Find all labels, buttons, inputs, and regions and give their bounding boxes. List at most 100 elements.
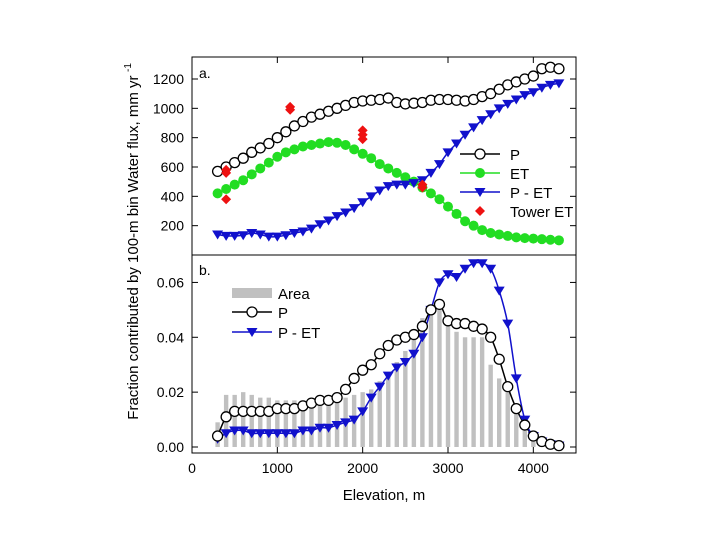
bar-area-3 <box>241 392 246 447</box>
y-tick-label-b-1: 0.02 <box>157 384 184 400</box>
y-tick-label-a-1: 400 <box>161 188 185 204</box>
bar-area-12 <box>317 400 323 447</box>
point-a-p-minus-et-23 <box>408 179 420 189</box>
bar-area-7 <box>275 400 280 447</box>
bar-area-35 <box>514 405 519 447</box>
panel-a-legend: P ET P - ET Tower ET <box>460 147 573 221</box>
bar-area-11 <box>309 400 314 447</box>
point-a-p-minus-et-5 <box>254 230 266 240</box>
bar-area-33 <box>497 378 502 447</box>
legend-p-marker <box>474 148 486 160</box>
point-a-p-minus-et-10 <box>297 227 309 237</box>
point-a-p-minus-et-12 <box>314 220 326 230</box>
bar-area-32 <box>488 364 493 447</box>
point-a-p-minus-et-7 <box>271 232 283 242</box>
panel-b-series <box>211 259 565 452</box>
bar-area-6 <box>266 397 271 447</box>
bar-area-18 <box>369 389 374 447</box>
point-a-p-minus-et-31 <box>476 116 488 126</box>
point-b-p-minus-et-21 <box>391 363 403 373</box>
y-axis-label-a-group: Water flux, mm yr -1 <box>123 63 142 193</box>
point-a-tower-et-2 <box>221 194 232 205</box>
point-b-p-1 <box>220 411 232 423</box>
point-a-et-25 <box>425 188 436 199</box>
point-b-p-minus-et-6 <box>263 429 275 439</box>
bar-area-21 <box>394 361 399 447</box>
point-a-tower-et-1 <box>221 167 232 178</box>
panel-b-x-ticks: 0 1000 2000 3000 4000 <box>188 57 549 476</box>
point-a-et-15 <box>340 140 351 150</box>
point-a-p-6 <box>263 137 275 150</box>
bar-area-27 <box>445 326 451 447</box>
point-a-p-minus-et-25 <box>425 168 437 178</box>
point-a-p-minus-et-38 <box>536 83 548 93</box>
point-b-p-37 <box>527 430 539 442</box>
point-a-p-minus-et-36 <box>519 91 531 101</box>
point-a-et-6 <box>263 157 274 168</box>
point-a-p-minus-et-29 <box>459 130 471 140</box>
y-tick-label-a-5: 1200 <box>153 71 184 87</box>
bar-area-29 <box>462 337 468 447</box>
point-b-p-minus-et-11 <box>305 426 317 436</box>
point-b-p-minus-et-18 <box>365 393 377 403</box>
point-a-p-minus-et-17 <box>357 198 369 208</box>
bar-area-9 <box>292 400 297 447</box>
bar-area-8 <box>283 400 289 447</box>
point-a-et-30 <box>468 220 479 231</box>
bar-area-34 <box>505 392 510 447</box>
point-a-p-minus-et-34 <box>502 99 514 109</box>
point-b-p-33 <box>493 353 505 365</box>
point-b-p-minus-et-13 <box>323 423 335 433</box>
point-a-tower-et-9 <box>417 182 428 193</box>
line-a-et <box>217 141 559 242</box>
bar-area-23 <box>411 337 417 447</box>
point-b-p-minus-et-32 <box>485 264 497 274</box>
x-axis-label: Elevation, m <box>343 487 426 504</box>
point-b-p-minus-et-24 <box>416 333 428 343</box>
point-a-et-17 <box>357 148 368 159</box>
point-b-p-minus-et-20 <box>382 371 394 381</box>
point-b-p-16 <box>348 372 360 385</box>
point-a-et-34 <box>502 230 513 241</box>
point-b-p-minus-et-9 <box>288 429 300 439</box>
legend-b-p-minus-et: P - ET <box>232 325 320 342</box>
point-b-p-24 <box>416 320 429 332</box>
bar-area-10 <box>300 400 306 447</box>
point-b-p-minus-et-3 <box>237 426 249 436</box>
legend-p: P <box>460 147 520 164</box>
point-a-et-14 <box>332 137 343 148</box>
point-a-et-7 <box>272 151 283 162</box>
point-a-et-27 <box>443 201 453 212</box>
point-a-p-minus-et-14 <box>331 212 343 222</box>
point-a-et-0 <box>212 188 223 199</box>
point-b-p-minus-et-26 <box>433 278 445 288</box>
point-b-p-minus-et-28 <box>451 272 463 282</box>
point-b-p-25 <box>425 304 437 316</box>
point-b-p-26 <box>433 298 446 311</box>
point-b-p-18 <box>365 359 377 371</box>
point-b-p-minus-et-2 <box>229 426 241 436</box>
panel-a: a. 200 400 600 800 1000 1200 P ET P - ET Towe… <box>153 56 577 256</box>
point-a-et-40 <box>553 235 564 246</box>
point-a-et-22 <box>400 172 411 183</box>
point-b-p-19 <box>374 348 386 360</box>
point-b-p-23 <box>408 328 420 341</box>
point-a-et-20 <box>383 163 394 174</box>
point-b-p-minus-et-4 <box>246 429 258 439</box>
point-a-et-16 <box>349 144 360 155</box>
legend-et-label: ET <box>510 166 529 183</box>
point-b-p-minus-et-16 <box>348 415 360 425</box>
bar-area-13 <box>326 400 331 447</box>
point-a-et-26 <box>434 194 445 205</box>
x-tick-label-1: 1000 <box>262 460 293 476</box>
legend-b-p: P <box>232 305 288 322</box>
legend-b-p-minus-et-marker <box>246 328 258 337</box>
point-a-et-4 <box>246 169 257 180</box>
y-tick-label-b-0: 0.00 <box>157 439 184 455</box>
point-b-p-35 <box>510 402 522 415</box>
legend-et-marker <box>475 168 485 178</box>
y-tick-label-b-2: 0.04 <box>157 329 184 345</box>
panel-a-label: a. <box>199 65 211 81</box>
legend-tower-et-marker <box>475 206 485 216</box>
